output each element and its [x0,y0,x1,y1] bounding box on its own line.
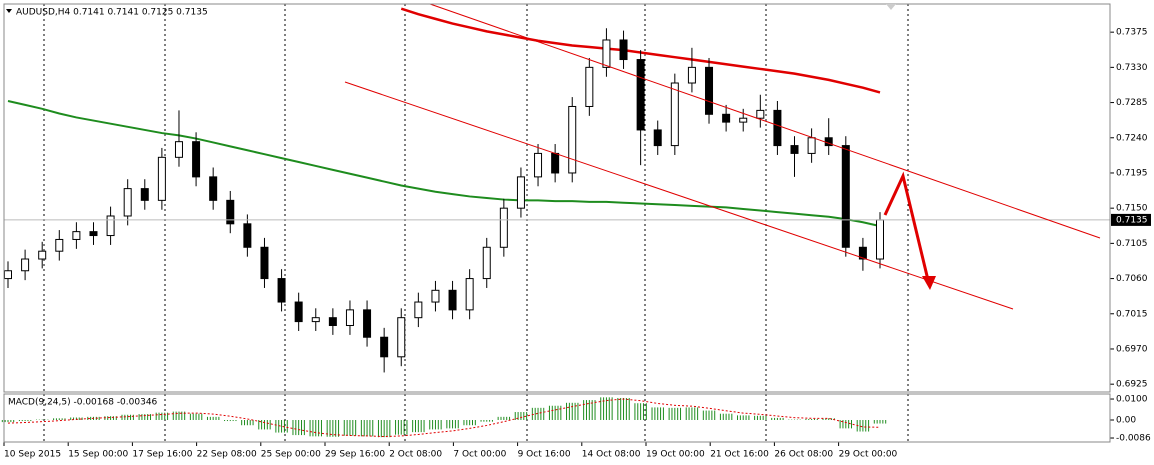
candle-body [123,188,132,217]
candle-body [174,141,183,158]
candle-body [739,117,748,123]
x-tick-label: 2 Oct 08:00 [389,450,442,460]
candle-body [226,199,235,225]
candle-body [499,207,508,248]
candle-body [551,152,560,174]
y-tick-label: 0.7285 [1116,98,1148,108]
forecast-arrow [883,171,936,290]
candle-body [243,223,252,248]
candle-body [516,176,525,209]
candle-body [4,270,12,280]
price-frame [3,3,1111,393]
candle-body [722,113,731,123]
candle-body [653,129,662,147]
candle-body [790,145,799,154]
candle-body [465,278,474,311]
x-tick-label: 25 Sep 00:00 [261,450,321,460]
candle-body [636,59,645,131]
macd-frame [3,393,1111,443]
shift-marker [886,4,896,10]
candle-body [192,141,201,178]
candle-body [345,309,354,327]
x-tick-label: 22 Sep 08:00 [197,450,257,460]
candle-body [414,301,423,319]
candle-body [106,215,115,237]
candle-body [89,231,98,237]
candle-body [756,109,765,119]
x-tick-label: 10 Sep 2015 [4,450,61,460]
candle-body [448,289,457,311]
x-tick-label: 29 Sep 16:00 [325,450,385,460]
y-tick-label: 0.7150 [1116,204,1148,214]
y-tick-label: 0.00 [1116,415,1136,425]
candle-body [482,246,491,280]
y-tick-label: 0.7195 [1116,168,1148,178]
x-tick-label: 21 Oct 16:00 [710,450,769,460]
last-price-label: 0.7135 [1116,215,1148,225]
y-tick-label: 0.7105 [1116,239,1148,249]
candle-body [705,66,714,115]
candle-body [157,156,166,201]
candle-body [277,278,286,303]
macd-title: MACD(9,24,5) -0.00168 -0.00346 [8,398,158,408]
candle-body [619,39,628,61]
candle-body [534,152,543,178]
candle-body [397,317,406,358]
y-tick-label: 0.6925 [1116,380,1148,390]
macd-signal [7,398,881,438]
candle-body [670,82,679,147]
candle-body [773,109,782,147]
candle-body [21,258,30,272]
channel [344,3,1101,310]
candle-body [687,66,696,84]
y-tick-label: 0.7240 [1116,133,1148,143]
candle-body [568,105,577,174]
x-tick-label: 14 Oct 08:00 [582,450,641,460]
candle-body [858,246,867,260]
y-tick-label: 0.7060 [1116,274,1148,284]
candle-body [380,336,389,358]
candle-body [876,219,884,260]
candle-body [585,66,594,107]
candle-body [328,317,337,327]
y-tick-label: -0.0086 [1116,434,1151,444]
candle-body [209,176,218,201]
x-tick-label: 26 Oct 08:00 [774,450,833,460]
moving-average [7,100,881,228]
candle-body [602,39,611,68]
y-tick-label: 0.7015 [1116,309,1148,319]
vertical-grid [43,4,909,442]
candle-body [294,301,303,323]
candle-body [38,250,47,260]
candle-body [140,188,149,201]
last-price-box [1111,213,1151,226]
candle-body [311,317,320,323]
candle-body [807,137,816,154]
x-tick-label: 17 Sep 16:00 [132,450,192,460]
candle-body [841,145,850,248]
x-tick-label: 29 Oct 00:00 [839,450,898,460]
menu-arrow [6,9,12,13]
candle-body [72,231,81,240]
y-tick-label: 0.7330 [1116,63,1148,73]
x-tick-label: 7 Oct 00:00 [453,450,506,460]
x-tick-label: 19 Oct 00:00 [646,450,705,460]
candle-body [431,289,440,303]
candle-body [260,246,269,280]
y-tick-label: 0.0100 [1116,395,1148,405]
y-tick-label: 0.6970 [1116,344,1148,354]
x-tick-label: 15 Sep 00:00 [68,450,128,460]
x-tick-label: 9 Oct 16:00 [518,450,571,460]
chart-title: AUDUSD,H4 0.7141 0.7141 0.7125 0.7135 [16,8,208,18]
candle-body [55,238,64,252]
y-tick-label: 0.7375 [1116,28,1148,38]
candle-body [363,309,372,338]
